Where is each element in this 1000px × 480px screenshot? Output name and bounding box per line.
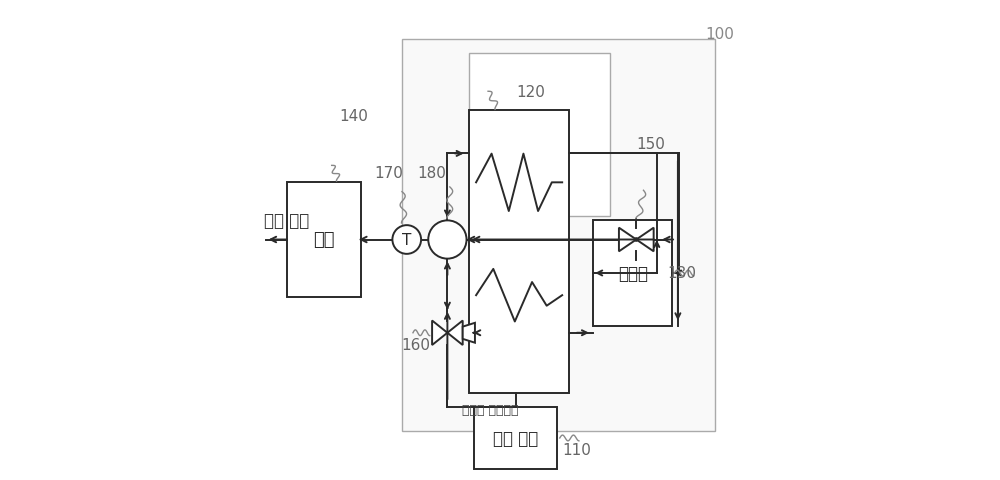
- Text: 170: 170: [374, 166, 403, 180]
- Bar: [474, 407, 557, 469]
- Polygon shape: [432, 321, 447, 345]
- Circle shape: [392, 226, 421, 254]
- Polygon shape: [447, 321, 463, 345]
- Text: 엔진: 엔진: [314, 231, 335, 249]
- Text: 160: 160: [402, 337, 431, 352]
- Text: 150: 150: [636, 137, 665, 152]
- Polygon shape: [619, 228, 636, 252]
- Text: 추가 전기: 추가 전기: [264, 212, 309, 230]
- Text: 120: 120: [517, 84, 546, 99]
- Text: 냉각기: 냉각기: [618, 264, 648, 282]
- Text: 140: 140: [340, 108, 369, 123]
- Polygon shape: [636, 228, 654, 252]
- Polygon shape: [463, 323, 475, 343]
- Text: 130: 130: [667, 266, 696, 281]
- Text: T: T: [402, 232, 411, 248]
- Text: 110: 110: [562, 443, 591, 457]
- Bar: [469, 54, 610, 216]
- Bar: [402, 39, 715, 431]
- Text: 연료 전지: 연료 전지: [493, 429, 538, 447]
- Circle shape: [634, 238, 638, 242]
- Text: 180: 180: [418, 166, 447, 180]
- Circle shape: [428, 221, 467, 259]
- Bar: [469, 111, 569, 393]
- Bar: [287, 183, 361, 297]
- Bar: [593, 221, 672, 326]
- Text: 100: 100: [706, 27, 735, 42]
- Text: 애노드 오프가스: 애노드 오프가스: [462, 403, 519, 416]
